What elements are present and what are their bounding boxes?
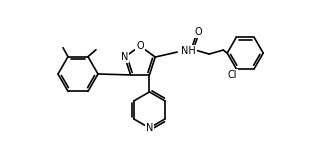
- Text: N: N: [121, 52, 128, 62]
- Text: O: O: [194, 27, 202, 37]
- Text: Cl: Cl: [227, 70, 237, 80]
- Text: N: N: [146, 123, 153, 133]
- Text: NH: NH: [181, 46, 196, 56]
- Text: O: O: [136, 41, 144, 51]
